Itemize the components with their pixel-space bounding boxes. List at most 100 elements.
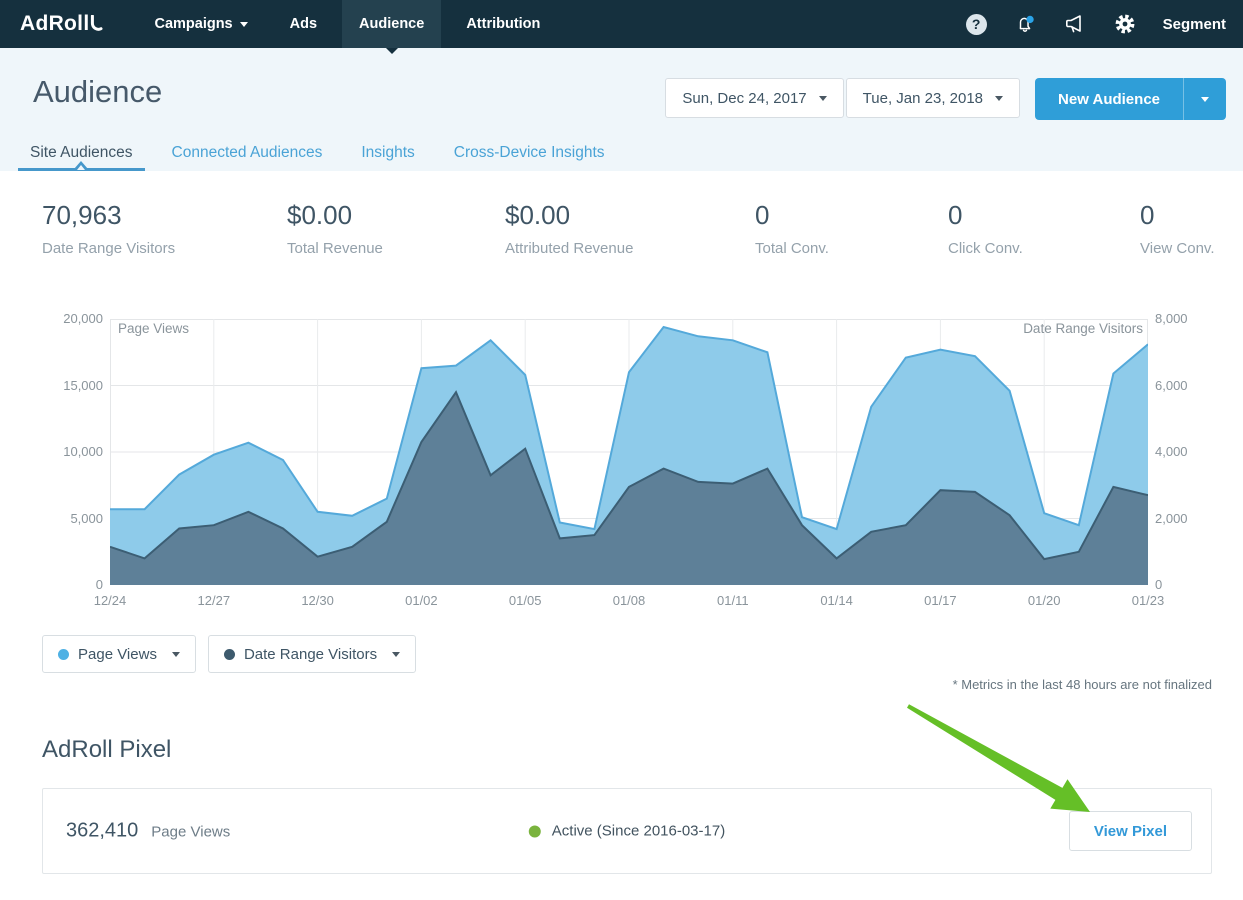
tab-label: Site Audiences xyxy=(30,144,133,162)
pixel-page-views-value: 362,410 xyxy=(66,820,138,843)
pixel-status-text: Active (Since 2016-03-17) xyxy=(552,823,725,840)
metrics-footnote: * Metrics in the last 48 hours are not f… xyxy=(0,677,1243,692)
pixel-page-views-label: Page Views xyxy=(151,824,230,841)
stat-label: Attributed Revenue xyxy=(505,240,755,257)
stat-value: $0.00 xyxy=(287,200,505,231)
nav-item-label: Ads xyxy=(290,16,317,32)
status-dot-icon xyxy=(529,825,541,837)
tab-insights[interactable]: Insights xyxy=(349,135,426,171)
left-axis-tick: 20,000 xyxy=(0,311,103,326)
stat-label: Total Revenue xyxy=(287,240,505,257)
pixel-status: Active (Since 2016-03-17) xyxy=(529,823,725,840)
nav-item-attribution[interactable]: Attribution xyxy=(449,0,557,48)
announcements-megaphone-icon[interactable] xyxy=(1063,13,1087,35)
stat-block: 0 Click Conv. xyxy=(948,200,1140,310)
top-nav: AdRoll Campaigns Ads Audience Attribution ? xyxy=(0,0,1243,48)
x-axis-tick: 01/17 xyxy=(895,593,985,608)
adroll-logo-curl-icon xyxy=(90,15,103,33)
date-end-selector[interactable]: Tue, Jan 23, 2018 xyxy=(846,78,1020,118)
new-audience-button[interactable]: New Audience xyxy=(1035,78,1183,120)
adroll-pixel-card: 362,410 Page Views Active (Since 2016-03… xyxy=(42,788,1212,874)
left-axis-tick: 0 xyxy=(0,577,103,592)
nav-item-label: Campaigns xyxy=(154,16,232,32)
tab-label: Connected Audiences xyxy=(172,144,323,162)
legend-label: Date Range Visitors xyxy=(244,646,377,663)
chevron-down-icon xyxy=(819,96,827,101)
stat-label: Date Range Visitors xyxy=(42,240,287,257)
right-axis-tick: 0 xyxy=(1155,577,1225,592)
x-axis-tick: 12/24 xyxy=(65,593,155,608)
left-axis-title: Page Views xyxy=(118,321,189,336)
left-axis-tick: 5,000 xyxy=(0,511,103,526)
x-axis-tick: 01/20 xyxy=(999,593,1089,608)
tab-label: Insights xyxy=(361,144,414,162)
tab-connected-audiences[interactable]: Connected Audiences xyxy=(160,135,335,171)
audience-tabs: Site Audiences Connected Audiences Insight… xyxy=(18,135,632,171)
chevron-down-icon xyxy=(1201,97,1209,102)
stat-block: $0.00 Total Revenue xyxy=(287,200,505,310)
new-audience-dropdown-toggle[interactable] xyxy=(1183,78,1226,120)
nav-item-campaigns[interactable]: Campaigns xyxy=(137,0,264,48)
stat-block: 0Total Conv. xyxy=(755,200,948,310)
left-axis-tick: 15,000 xyxy=(0,378,103,393)
stat-block: 0 View Conv. xyxy=(1140,200,1214,310)
right-axis-tick: 6,000 xyxy=(1155,378,1225,393)
right-axis-title: Date Range Visitors xyxy=(1023,321,1143,336)
nav-item-label: Audience xyxy=(359,16,424,32)
stat-label: View Conv. xyxy=(1140,240,1214,257)
stat-label: Total Conv. xyxy=(755,240,948,257)
nav-item-ads[interactable]: Ads xyxy=(273,0,334,48)
chevron-down-icon xyxy=(995,96,1003,101)
stat-label: Click Conv. xyxy=(948,240,1140,257)
tab-cross-device-insights[interactable]: Cross-Device Insights xyxy=(442,135,617,171)
legend-dot-icon xyxy=(224,649,235,660)
legend-toggle-date-range-visitors[interactable]: Date Range Visitors xyxy=(208,635,416,673)
x-axis-tick: 01/23 xyxy=(1103,593,1193,608)
new-audience-split-button: New Audience xyxy=(1035,78,1226,120)
stat-value: 0 xyxy=(948,200,1140,231)
x-axis-tick: 01/11 xyxy=(688,593,778,608)
adroll-logo-text: AdRoll xyxy=(20,12,89,36)
settings-gear-icon[interactable] xyxy=(1114,13,1136,35)
date-start-value: Sun, Dec 24, 2017 xyxy=(682,90,806,107)
x-axis-tick: 01/02 xyxy=(376,593,466,608)
chart-legend: Page Views Date Range Visitors xyxy=(42,635,1243,673)
right-axis-tick: 2,000 xyxy=(1155,511,1225,526)
stat-block: $0.00 Attributed Revenue xyxy=(505,200,755,310)
tab-site-audiences[interactable]: Site Audiences xyxy=(18,135,145,171)
account-menu[interactable]: Segment xyxy=(1163,16,1226,33)
view-pixel-button[interactable]: View Pixel xyxy=(1069,811,1192,851)
x-axis-tick: 12/27 xyxy=(169,593,259,608)
left-axis-tick: 10,000 xyxy=(0,444,103,459)
x-axis-tick: 01/14 xyxy=(792,593,882,608)
right-axis-tick: 4,000 xyxy=(1155,444,1225,459)
date-start-selector[interactable]: Sun, Dec 24, 2017 xyxy=(665,78,843,118)
legend-toggle-page-views[interactable]: Page Views xyxy=(42,635,196,673)
nav-right: ? Segment xyxy=(966,13,1226,35)
chevron-down-icon xyxy=(392,652,400,657)
x-axis-tick: 01/08 xyxy=(584,593,674,608)
traffic-chart: Page Views Date Range Visitors 0 5,000 10,… xyxy=(0,310,1243,620)
area-chart-plot xyxy=(110,319,1148,585)
stat-value: $0.00 xyxy=(505,200,755,231)
notifications-bell-icon[interactable] xyxy=(1014,13,1036,35)
legend-dot-icon xyxy=(58,649,69,660)
notification-badge xyxy=(1026,16,1033,23)
help-icon[interactable]: ? xyxy=(966,14,987,35)
pixel-page-views: 362,410 Page Views xyxy=(66,820,230,843)
summary-stats: 70,963Date Range Visitors$0.00Total Reve… xyxy=(0,171,1243,310)
chevron-down-icon xyxy=(172,652,180,657)
nav-item-label: Attribution xyxy=(466,16,540,32)
x-axis-tick: 12/30 xyxy=(273,593,363,608)
pixel-section-title: AdRoll Pixel xyxy=(42,736,1243,764)
adroll-logo[interactable]: AdRoll xyxy=(20,12,103,36)
page-title: Audience xyxy=(33,74,162,110)
stat-value: 70,963 xyxy=(42,200,287,231)
stat-value: 0 xyxy=(1140,200,1214,231)
page-header: Audience Sun, Dec 24, 2017 Tue, Jan 23, … xyxy=(0,48,1243,171)
right-axis-tick: 8,000 xyxy=(1155,311,1225,326)
legend-label: Page Views xyxy=(78,646,157,663)
active-tab-notch xyxy=(74,161,88,169)
header-controls: Sun, Dec 24, 2017 Tue, Jan 23, 2018 New … xyxy=(665,78,1226,120)
nav-item-audience[interactable]: Audience xyxy=(342,0,441,48)
